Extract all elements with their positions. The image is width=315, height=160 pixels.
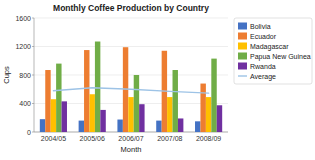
x-tick-label: 2005/06	[80, 135, 105, 142]
legend-label: Ecuador	[250, 33, 277, 40]
legend-swatch	[238, 23, 247, 30]
legend-swatch	[238, 53, 247, 60]
bar	[84, 50, 89, 132]
y-tick-label: 0	[27, 129, 31, 136]
y-tick-label: 400	[19, 100, 31, 107]
bar	[156, 121, 161, 132]
y-axis-label: Cups	[2, 66, 11, 84]
legend-swatch	[238, 33, 247, 40]
y-axis	[34, 18, 35, 132]
bar	[206, 97, 211, 132]
grid-line	[34, 18, 228, 19]
bar	[40, 119, 45, 132]
legend: Bolivia Ecuador Madagascar Papua New Guinea…	[234, 18, 312, 84]
y-tick-label: 1600	[15, 15, 31, 22]
bar	[51, 99, 56, 132]
legend-label: Bolivia	[250, 23, 271, 30]
x-tick-label: 2006/07	[118, 135, 143, 142]
legend-frame	[234, 18, 312, 84]
bar	[178, 118, 183, 132]
bar	[95, 42, 100, 132]
bar	[211, 59, 216, 132]
bar	[134, 75, 139, 132]
x-tick-label: 2007/08	[157, 135, 182, 142]
grid-line	[34, 75, 228, 76]
bar	[79, 121, 84, 132]
legend-swatch	[238, 75, 247, 76]
x-tick-label: 2004/05	[41, 135, 66, 142]
bar	[56, 64, 61, 132]
bar	[89, 94, 94, 132]
bar	[128, 97, 133, 132]
bar	[200, 84, 205, 132]
bar	[173, 70, 178, 132]
legend-swatch	[238, 63, 247, 70]
y-tick-label: 800	[19, 72, 31, 79]
bar	[195, 121, 200, 132]
bar	[117, 120, 122, 132]
bar	[139, 104, 144, 132]
plot-area	[40, 42, 222, 132]
legend-label: Rwanda	[250, 63, 276, 70]
bar	[45, 70, 50, 132]
title: Monthly Coffee Production by Country	[53, 3, 209, 13]
bar	[100, 110, 105, 132]
legend-label: Madagascar	[250, 43, 289, 51]
bar	[62, 101, 67, 132]
x-axis-label: Month	[121, 145, 142, 154]
legend-label: Average	[250, 73, 276, 81]
legend-label: Papua New Guinea	[250, 53, 311, 61]
legend-swatch	[238, 43, 247, 50]
bar	[217, 105, 222, 132]
average-line	[53, 88, 208, 93]
grid-line	[34, 46, 228, 47]
chart: 0 400 800 1200 1600 2004/05 2005/06 2006/07 2007…	[0, 0, 315, 160]
x-tick-label: 2008/09	[196, 135, 221, 142]
bar	[167, 97, 172, 132]
y-tick-label: 1200	[15, 43, 31, 50]
